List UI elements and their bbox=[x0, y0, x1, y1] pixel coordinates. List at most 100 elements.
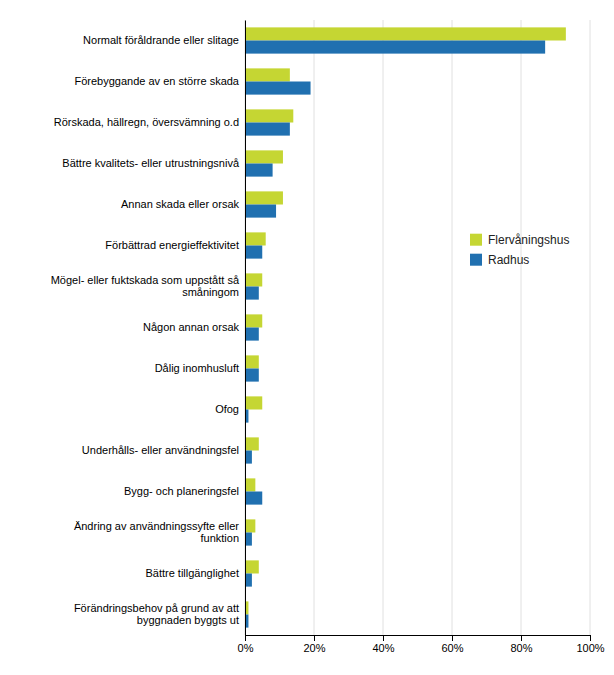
tick: Rörskada, hällregn, översvämning o.d bbox=[54, 116, 245, 128]
tick: Underhålls- eller användningsfel bbox=[82, 444, 245, 456]
bar bbox=[245, 478, 255, 491]
bar bbox=[245, 191, 283, 204]
tick-label: Förebyggande av en större skada bbox=[75, 75, 240, 87]
tick-label: Annan skada eller orsak bbox=[121, 198, 240, 210]
tick-label: Rörskada, hällregn, översvämning o.d bbox=[54, 116, 239, 128]
series bbox=[245, 41, 545, 628]
bar bbox=[245, 574, 252, 587]
tick: Förändringsbehov på grund av attbyggnade… bbox=[74, 602, 245, 626]
bar bbox=[245, 205, 276, 218]
bar bbox=[245, 560, 259, 573]
tick: 100% bbox=[576, 635, 604, 654]
tick: Annan skada eller orsak bbox=[121, 198, 245, 210]
bar bbox=[245, 123, 290, 136]
tick-label: Förändringsbehov på grund av attbyggnade… bbox=[74, 602, 239, 626]
tick-label: Dålig inomhusluft bbox=[155, 362, 239, 374]
legend: Flervåningshus Radhus bbox=[470, 233, 569, 267]
bar bbox=[245, 492, 262, 505]
tick-label: 0% bbox=[238, 642, 254, 654]
tick-label-line: Förändringsbehov på grund av att bbox=[74, 602, 239, 614]
bar bbox=[245, 287, 259, 300]
grid-line bbox=[383, 20, 384, 635]
legend-label: Flervåningshus bbox=[488, 233, 569, 247]
tick-label-line: byggnaden byggts ut bbox=[137, 614, 239, 626]
bars bbox=[245, 27, 566, 627]
tick-label: 60% bbox=[441, 642, 463, 654]
bar bbox=[245, 109, 293, 122]
bar bbox=[245, 519, 255, 532]
tick: Dålig inomhusluft bbox=[155, 362, 245, 374]
grid-line bbox=[590, 20, 591, 635]
bar bbox=[245, 369, 259, 382]
tick: 80% bbox=[510, 635, 532, 654]
tick-label: Mögel- eller fuktskada som uppstått såsm… bbox=[51, 274, 240, 298]
tick-label: Ofog bbox=[215, 403, 239, 415]
tick-label: 100% bbox=[576, 642, 604, 654]
tick-label: Bättre kvalitets- eller utrustningsnivå bbox=[62, 157, 240, 169]
tick-label-line: funktion bbox=[200, 532, 239, 544]
tick-mark bbox=[590, 635, 591, 641]
tick-mark bbox=[314, 635, 315, 641]
tick-label: Någon annan orsak bbox=[143, 321, 240, 333]
tick: 0% bbox=[238, 635, 254, 654]
tick: Bättre tillgänglighet bbox=[145, 567, 245, 579]
tick-label: 20% bbox=[303, 642, 325, 654]
grid-line bbox=[452, 20, 453, 635]
tick: Normalt föråldrande eller slitage bbox=[83, 34, 245, 46]
tick: Ändring av användningssyfte ellerfunktio… bbox=[74, 520, 245, 544]
grid bbox=[245, 20, 590, 635]
legend-swatch bbox=[470, 254, 482, 266]
tick: 20% bbox=[303, 635, 325, 654]
grid-line bbox=[521, 20, 522, 635]
series bbox=[245, 27, 566, 614]
bar bbox=[245, 68, 290, 81]
tick: Förbättrad energieffektivitet bbox=[105, 239, 245, 251]
grid-line bbox=[314, 20, 315, 635]
legend-label: Radhus bbox=[488, 253, 529, 267]
bar bbox=[245, 328, 259, 341]
tick: Förebyggande av en större skada bbox=[75, 75, 246, 87]
tick-mark bbox=[452, 635, 453, 641]
bar bbox=[245, 314, 262, 327]
legend-item: Radhus bbox=[470, 253, 529, 267]
bar bbox=[245, 533, 252, 546]
grid-line bbox=[245, 20, 246, 635]
bar bbox=[245, 355, 259, 368]
bar bbox=[245, 27, 566, 40]
tick: Bygg- och planeringsfel bbox=[124, 485, 245, 497]
bar bbox=[245, 273, 262, 286]
bar bbox=[245, 164, 273, 177]
tick: Någon annan orsak bbox=[143, 321, 245, 333]
tick-label: Ändring av användningssyfte ellerfunktio… bbox=[74, 520, 239, 544]
axis-line bbox=[245, 21, 246, 636]
bar bbox=[245, 246, 262, 259]
tick-label: Bygg- och planeringsfel bbox=[124, 485, 239, 497]
tick-label: Normalt föråldrande eller slitage bbox=[83, 34, 239, 46]
tick: Ofog bbox=[215, 403, 245, 415]
y-axis: Normalt föråldrande eller slitage Förebyg… bbox=[51, 21, 246, 636]
bar bbox=[245, 150, 283, 163]
tick-label-line: Mögel- eller fuktskada som uppstått så bbox=[51, 274, 240, 286]
legend-item: Flervåningshus bbox=[470, 233, 569, 247]
x-axis: 0% 20% 40% 60% 80% 100% bbox=[238, 635, 605, 654]
tick-label-line: Ändring av användningssyfte eller bbox=[74, 520, 239, 532]
tick-label: Underhålls- eller användningsfel bbox=[82, 444, 239, 456]
tick: 60% bbox=[441, 635, 463, 654]
tick-label: Bättre tillgänglighet bbox=[145, 567, 239, 579]
legend-swatch bbox=[470, 234, 482, 246]
tick-mark bbox=[521, 635, 522, 641]
tick-mark bbox=[245, 635, 246, 641]
tick-label: 80% bbox=[510, 642, 532, 654]
bar bbox=[245, 437, 259, 450]
tick-label-line: småningom bbox=[182, 286, 239, 298]
tick-label: 40% bbox=[372, 642, 394, 654]
bar bbox=[245, 451, 252, 464]
bar bbox=[245, 82, 311, 95]
bar bbox=[245, 41, 545, 54]
bar bbox=[245, 396, 262, 409]
tick: 40% bbox=[372, 635, 394, 654]
tick-label: Förbättrad energieffektivitet bbox=[105, 239, 239, 251]
axis-line bbox=[246, 636, 591, 642]
chart: 0% 20% 40% 60% 80% 100% Normalt föråldrande el… bbox=[0, 0, 614, 675]
tick: Mögel- eller fuktskada som uppstått såsm… bbox=[51, 274, 245, 298]
